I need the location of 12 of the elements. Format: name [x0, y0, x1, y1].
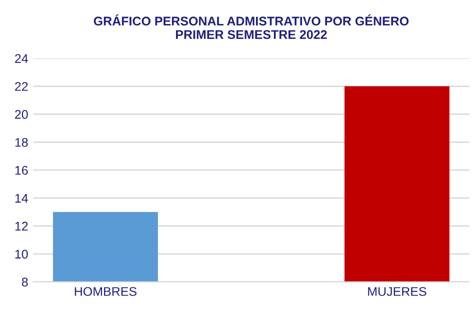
y-tick-label: 14	[15, 194, 28, 203]
y-tick-label: 8	[22, 278, 28, 287]
y-tick-label: 20	[15, 110, 28, 119]
y-tick-label: 22	[15, 82, 28, 91]
x-tick-label: HOMBRES	[74, 287, 136, 296]
y-tick-label: 12	[15, 222, 28, 231]
y-tick-label: 10	[15, 250, 28, 259]
y-tick-label: 24	[15, 54, 28, 63]
chart-title: GRÁFICO PERSONAL ADMISTRATIVO POR GÉNERO PRIMER SEMESTRE 2022	[94, 14, 409, 39]
x-tick-label: MUJERES	[368, 287, 426, 296]
y-tick-label: 16	[15, 166, 28, 175]
y-tick-label: 18	[15, 138, 28, 147]
